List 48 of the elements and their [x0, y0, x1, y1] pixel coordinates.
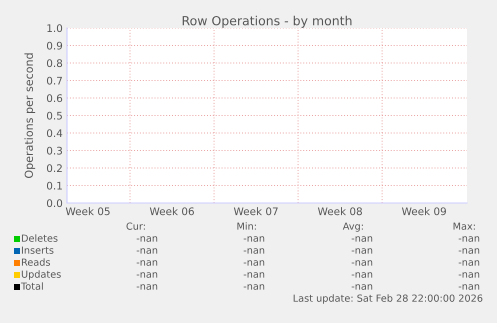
text: -nan	[352, 260, 372, 266]
text: -nan	[458, 284, 480, 290]
text: -nan	[244, 248, 264, 254]
text: -nan	[136, 260, 158, 266]
legend-label: Deletes	[22, 234, 58, 242]
text: -nan	[244, 260, 264, 266]
text: -nan	[458, 272, 480, 278]
legend-label: Total	[20, 282, 43, 290]
text: -nan	[244, 284, 264, 290]
y-tick-label: 0.4	[46, 129, 62, 138]
y-tick-label: 0.9	[46, 42, 62, 50]
y-axis-title: Operations per second	[24, 53, 36, 178]
y-tick-label: 0.7	[46, 76, 62, 85]
text: Last update: Sat Feb 28 22:00:00 2026	[294, 294, 482, 304]
x-tick-label: Week 06	[150, 207, 194, 216]
text: -nan	[244, 272, 264, 278]
chart-title: Row Operations - by month	[182, 16, 352, 28]
legend-label: Reads	[22, 258, 50, 266]
text: -nan	[352, 248, 372, 254]
y-tick-label: 0.8	[46, 59, 62, 68]
x-tick-label: Week 09	[402, 207, 446, 216]
text: -nan	[458, 236, 480, 242]
y-tick-label: 0.3	[46, 146, 62, 155]
text: -nan	[352, 272, 372, 278]
x-tick-label: Week 07	[234, 207, 278, 216]
text: Cur:	[126, 222, 145, 230]
y-tick-label: 0.0	[46, 199, 62, 208]
text: -nan	[244, 236, 264, 242]
y-tick-label: 1.0	[47, 24, 62, 32]
legend-label: Inserts	[22, 246, 54, 254]
text: Min:	[237, 222, 256, 230]
text: Avg:	[342, 222, 363, 232]
text: -nan	[458, 260, 480, 266]
text: -nan	[136, 284, 158, 290]
text: -nan	[136, 236, 158, 242]
text: -nan	[458, 248, 480, 254]
text: -nan	[136, 248, 158, 254]
text: -nan	[136, 272, 158, 278]
x-tick-label: Week 08	[318, 207, 362, 216]
y-tick-label: 0.2	[46, 164, 62, 172]
x-tick-label: Week 05	[66, 207, 110, 216]
y-tick-label: 0.5	[46, 112, 62, 120]
legend-label: Updates	[22, 270, 61, 280]
text: -nan	[352, 236, 372, 242]
y-tick-label: 0.1	[46, 182, 62, 190]
text: -nan	[352, 284, 372, 290]
y-tick-label: 0.6	[46, 94, 62, 102]
text: Max:	[454, 222, 475, 230]
